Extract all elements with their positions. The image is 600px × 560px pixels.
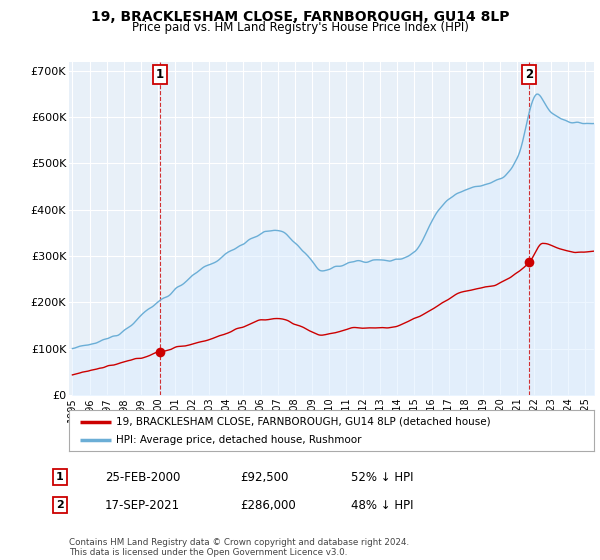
Text: 52% ↓ HPI: 52% ↓ HPI	[351, 470, 413, 484]
Text: Price paid vs. HM Land Registry's House Price Index (HPI): Price paid vs. HM Land Registry's House …	[131, 21, 469, 34]
Text: 2: 2	[525, 68, 533, 81]
Text: 1: 1	[56, 472, 64, 482]
Text: £286,000: £286,000	[240, 498, 296, 512]
Text: 17-SEP-2021: 17-SEP-2021	[105, 498, 180, 512]
Text: Contains HM Land Registry data © Crown copyright and database right 2024.
This d: Contains HM Land Registry data © Crown c…	[69, 538, 409, 557]
Text: 1: 1	[156, 68, 164, 81]
Text: 19, BRACKLESHAM CLOSE, FARNBOROUGH, GU14 8LP (detached house): 19, BRACKLESHAM CLOSE, FARNBOROUGH, GU14…	[116, 417, 491, 427]
Text: 48% ↓ HPI: 48% ↓ HPI	[351, 498, 413, 512]
Text: 2: 2	[56, 500, 64, 510]
Text: HPI: Average price, detached house, Rushmoor: HPI: Average price, detached house, Rush…	[116, 435, 362, 445]
Text: £92,500: £92,500	[240, 470, 289, 484]
Text: 19, BRACKLESHAM CLOSE, FARNBOROUGH, GU14 8LP: 19, BRACKLESHAM CLOSE, FARNBOROUGH, GU14…	[91, 10, 509, 24]
Text: 25-FEB-2000: 25-FEB-2000	[105, 470, 181, 484]
